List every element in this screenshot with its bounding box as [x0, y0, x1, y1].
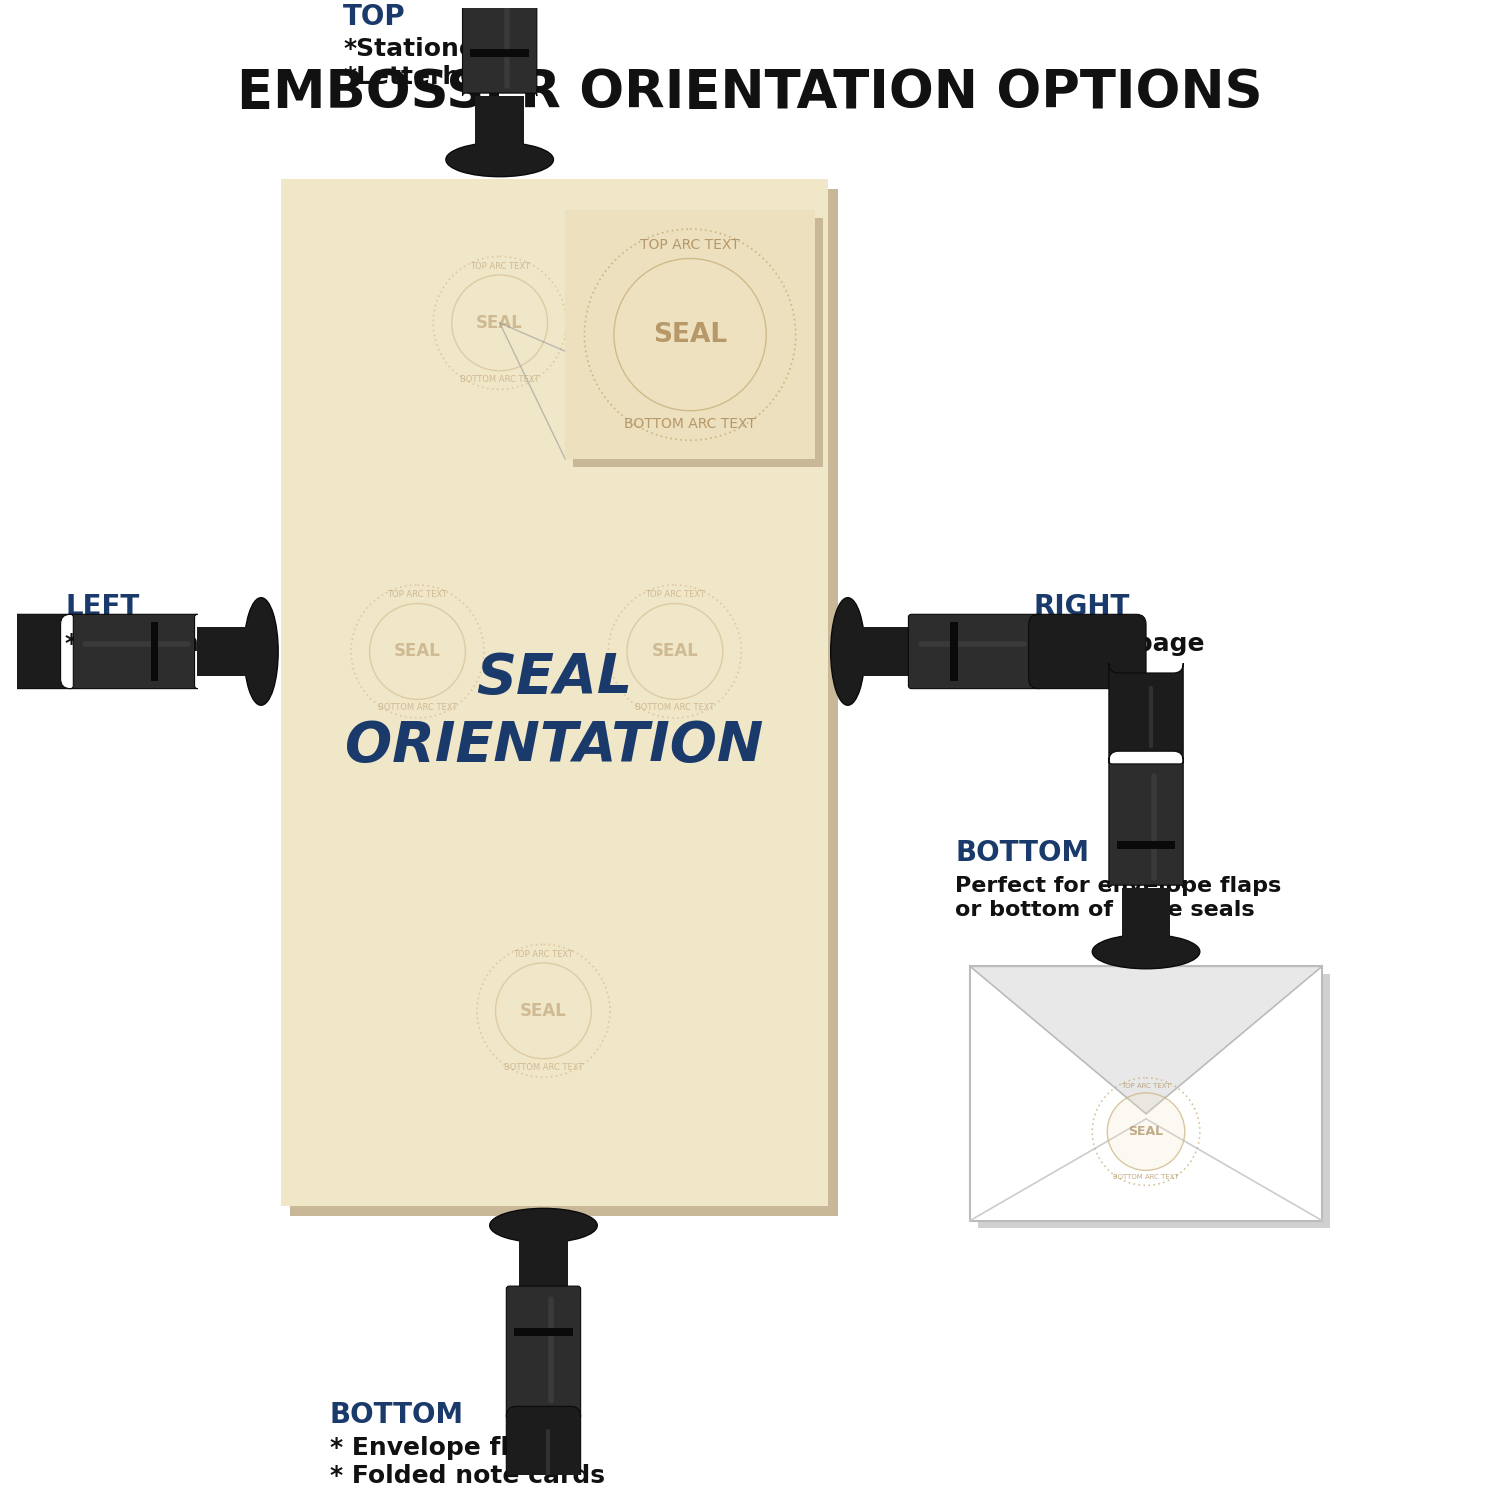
Circle shape: [452, 274, 548, 370]
Text: *Stationery
*Letterhead: *Stationery *Letterhead: [344, 38, 513, 88]
Text: TOP ARC TEXT: TOP ARC TEXT: [1120, 1083, 1172, 1089]
FancyBboxPatch shape: [573, 217, 822, 466]
FancyBboxPatch shape: [1029, 615, 1146, 689]
FancyBboxPatch shape: [280, 178, 828, 1206]
Ellipse shape: [446, 142, 554, 177]
FancyBboxPatch shape: [150, 622, 159, 681]
FancyBboxPatch shape: [978, 974, 1330, 1228]
Text: BOTTOM ARC TEXT: BOTTOM ARC TEXT: [378, 704, 458, 712]
Text: * Envelope flaps
* Folded note cards: * Envelope flaps * Folded note cards: [330, 1436, 604, 1488]
FancyBboxPatch shape: [970, 966, 1322, 1221]
FancyBboxPatch shape: [507, 1407, 580, 1500]
Text: BOTTOM ARC TEXT: BOTTOM ARC TEXT: [624, 417, 756, 432]
FancyBboxPatch shape: [507, 1286, 580, 1419]
FancyBboxPatch shape: [1108, 760, 1184, 888]
FancyBboxPatch shape: [70, 615, 198, 689]
FancyBboxPatch shape: [476, 96, 524, 154]
FancyBboxPatch shape: [951, 622, 958, 681]
Ellipse shape: [489, 1209, 597, 1242]
Text: RIGHT: RIGHT: [1034, 592, 1130, 621]
Text: LEFT: LEFT: [66, 592, 140, 621]
FancyBboxPatch shape: [514, 1328, 573, 1336]
Text: BOTTOM: BOTTOM: [330, 1401, 464, 1429]
Ellipse shape: [1092, 934, 1200, 969]
Text: TOP ARC TEXT: TOP ARC TEXT: [640, 238, 740, 252]
FancyBboxPatch shape: [909, 615, 1041, 689]
FancyBboxPatch shape: [852, 627, 912, 676]
Text: TOP ARC TEXT: TOP ARC TEXT: [470, 262, 530, 272]
Text: TOP: TOP: [344, 3, 406, 32]
Text: ORIENTATION: ORIENTATION: [345, 720, 764, 774]
Text: TOP ARC TEXT: TOP ARC TEXT: [645, 591, 705, 600]
FancyBboxPatch shape: [566, 210, 814, 459]
FancyBboxPatch shape: [1108, 663, 1184, 760]
Polygon shape: [970, 966, 1322, 1114]
FancyBboxPatch shape: [462, 0, 537, 96]
Text: BOTTOM ARC TEXT: BOTTOM ARC TEXT: [504, 1064, 584, 1072]
Circle shape: [369, 603, 465, 699]
Circle shape: [614, 258, 766, 411]
Circle shape: [495, 963, 591, 1059]
Text: SEAL: SEAL: [651, 642, 699, 660]
FancyBboxPatch shape: [1116, 842, 1176, 849]
FancyBboxPatch shape: [291, 189, 839, 1215]
Text: EMBOSSER ORIENTATION OPTIONS: EMBOSSER ORIENTATION OPTIONS: [237, 66, 1263, 118]
Text: BOTTOM ARC TEXT: BOTTOM ARC TEXT: [460, 375, 540, 384]
Text: SEAL: SEAL: [520, 1002, 567, 1020]
Text: SEAL: SEAL: [394, 642, 441, 660]
Text: SEAL: SEAL: [477, 651, 633, 705]
FancyBboxPatch shape: [519, 1230, 568, 1288]
Text: BOTTOM: BOTTOM: [956, 839, 1089, 867]
Text: * Book page: * Book page: [1034, 632, 1205, 656]
FancyBboxPatch shape: [1122, 888, 1170, 946]
Text: TOP ARC TEXT: TOP ARC TEXT: [513, 950, 573, 958]
Text: SEAL: SEAL: [476, 314, 524, 332]
Text: BOTTOM ARC TEXT: BOTTOM ARC TEXT: [634, 704, 714, 712]
Ellipse shape: [831, 597, 866, 705]
FancyBboxPatch shape: [198, 627, 256, 676]
FancyBboxPatch shape: [0, 615, 70, 689]
Text: Perfect for envelope flaps
or bottom of page seals: Perfect for envelope flaps or bottom of …: [956, 876, 1281, 920]
Text: SEAL: SEAL: [1128, 1125, 1164, 1138]
Text: BOTTOM ARC TEXT: BOTTOM ARC TEXT: [1113, 1174, 1179, 1180]
Text: SEAL: SEAL: [652, 321, 728, 348]
FancyBboxPatch shape: [471, 50, 530, 57]
Ellipse shape: [244, 597, 278, 705]
Text: *Not Common: *Not Common: [66, 632, 261, 656]
Circle shape: [627, 603, 723, 699]
Circle shape: [1107, 1094, 1185, 1170]
Text: TOP ARC TEXT: TOP ARC TEXT: [387, 591, 447, 600]
